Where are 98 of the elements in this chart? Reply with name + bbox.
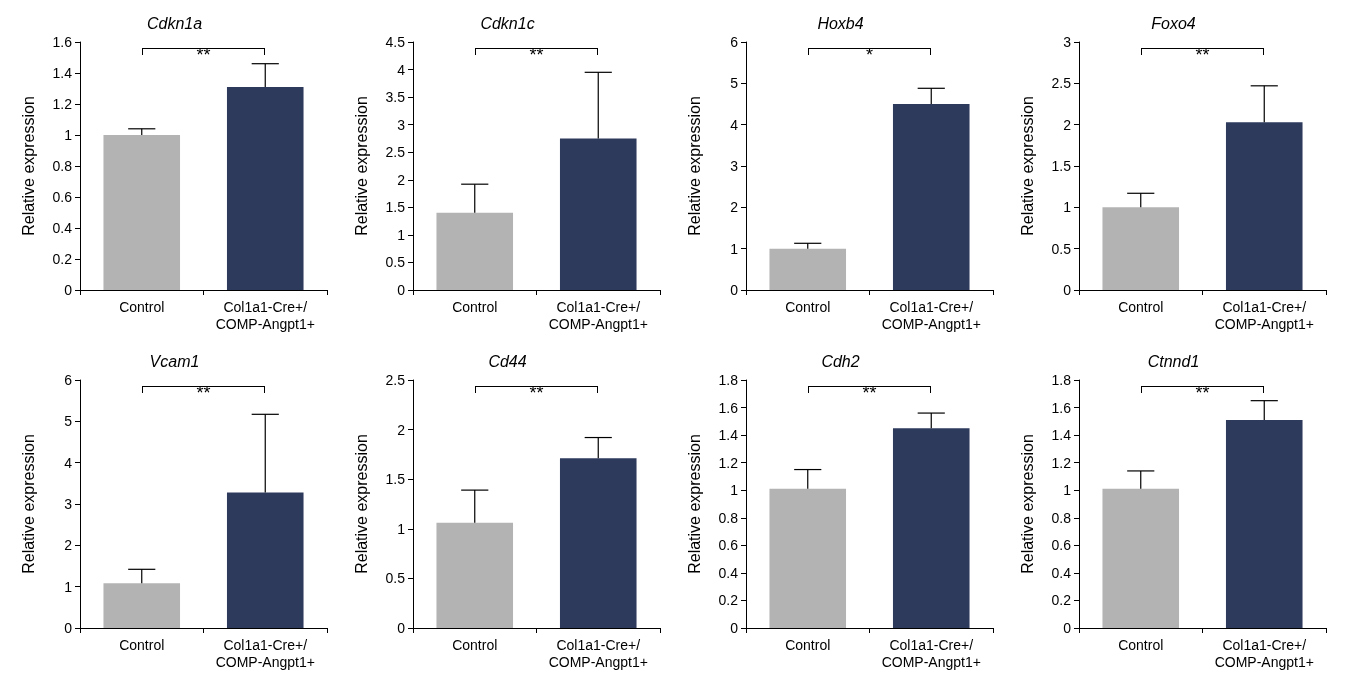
y-tick-label: 0 bbox=[1063, 620, 1072, 636]
y-tick-label: 2 bbox=[730, 199, 739, 216]
y-tick-label: 1 bbox=[1063, 199, 1072, 216]
y-tick-label: 0.5 bbox=[385, 254, 406, 271]
y-tick-label: 1.6 bbox=[1051, 399, 1072, 416]
y-axis-title: Relative expression bbox=[352, 434, 370, 574]
y-tick-label: 1.2 bbox=[52, 96, 73, 112]
y-tick-label: 0 bbox=[397, 282, 406, 298]
y-tick-label: 3 bbox=[1063, 34, 1072, 50]
y-tick-label: 3 bbox=[64, 496, 73, 512]
x-tick-label: Col1a1-Cre+/ COMP-Angpt1+ bbox=[548, 636, 648, 670]
y-tick-label: 2 bbox=[397, 421, 406, 438]
y-tick-label: 1.5 bbox=[385, 199, 406, 216]
x-tick-label: Col1a1-Cre+/ COMP-Angpt1+ bbox=[548, 298, 648, 332]
y-tick-label: 1 bbox=[64, 578, 73, 595]
x-tick-label: Control bbox=[785, 636, 831, 653]
y-tick-label: 1.4 bbox=[718, 427, 739, 444]
y-tick-label: 0 bbox=[397, 620, 406, 636]
chart-title: Cd44 bbox=[488, 352, 527, 370]
y-tick-label: 1.2 bbox=[1051, 454, 1072, 471]
y-tick-label: 1 bbox=[1063, 482, 1072, 499]
y-tick-label: 3.5 bbox=[385, 89, 406, 106]
y-tick-label: 0.8 bbox=[1051, 509, 1072, 526]
chart-title: Vcam1 bbox=[149, 352, 200, 370]
y-tick-label: 1.6 bbox=[52, 34, 73, 50]
y-tick-label: 3 bbox=[397, 116, 406, 133]
y-tick-label: 1.4 bbox=[1051, 427, 1072, 444]
y-tick-label: 1 bbox=[730, 482, 739, 499]
x-tick-label: Control bbox=[1118, 636, 1164, 653]
y-tick-label: 5 bbox=[64, 413, 73, 430]
x-tick-label: Control bbox=[452, 636, 498, 653]
y-tick-label: 0 bbox=[1063, 282, 1072, 298]
y-axis-title: Relative expression bbox=[19, 434, 37, 574]
x-tick-label: Control bbox=[452, 298, 498, 315]
y-tick-label: 4.5 bbox=[385, 34, 406, 50]
y-tick-label: 1.5 bbox=[385, 471, 406, 488]
chart-title: Cdh2 bbox=[821, 352, 860, 370]
chart-title: Hoxb4 bbox=[817, 14, 864, 32]
y-axis-title: Relative expression bbox=[685, 96, 703, 236]
y-tick-label: 2.5 bbox=[1051, 75, 1072, 92]
y-tick-label: 5 bbox=[730, 75, 739, 92]
y-tick-label: 0.4 bbox=[52, 220, 73, 236]
y-tick-label: 3 bbox=[730, 158, 739, 174]
y-tick-label: 6 bbox=[64, 372, 73, 388]
y-tick-label: 0.8 bbox=[718, 509, 739, 526]
y-tick-label: 0.2 bbox=[1051, 592, 1072, 609]
y-tick-label: 4 bbox=[397, 61, 406, 78]
y-tick-label: 2.5 bbox=[385, 372, 406, 388]
y-tick-label: 0.8 bbox=[52, 158, 73, 174]
y-tick-label: 1.8 bbox=[718, 372, 739, 388]
chart-title: Cdkn1c bbox=[480, 14, 535, 32]
y-tick-label: 0 bbox=[64, 282, 73, 298]
x-tick-label: Control bbox=[119, 636, 165, 653]
x-tick-label: Col1a1-Cre+/ COMP-Angpt1+ bbox=[215, 298, 315, 332]
y-tick-label: 1.8 bbox=[1051, 372, 1072, 388]
chart-title: Cdkn1a bbox=[146, 14, 203, 32]
y-tick-label: 0.4 bbox=[718, 564, 739, 581]
y-tick-label: 1.4 bbox=[52, 65, 73, 81]
y-tick-label: 0.6 bbox=[52, 189, 73, 205]
x-tick-label: Col1a1-Cre+/ COMP-Angpt1+ bbox=[1214, 636, 1314, 670]
x-tick-label: Col1a1-Cre+/ COMP-Angpt1+ bbox=[215, 636, 315, 670]
y-tick-label: 0.5 bbox=[1051, 240, 1072, 257]
x-tick-label: Control bbox=[1118, 298, 1164, 315]
y-tick-label: 4 bbox=[64, 454, 73, 471]
y-tick-label: 0 bbox=[64, 620, 73, 636]
y-tick-label: 0.2 bbox=[718, 592, 739, 609]
y-tick-label: 2.5 bbox=[385, 144, 406, 161]
y-tick-label: 1 bbox=[730, 240, 739, 257]
y-tick-label: 2 bbox=[1063, 116, 1072, 133]
y-tick-label: 0.4 bbox=[1051, 564, 1072, 581]
y-tick-label: 0.5 bbox=[385, 570, 406, 587]
chart-title: Ctnnd1 bbox=[1147, 352, 1200, 370]
y-tick-label: 1.5 bbox=[1051, 158, 1072, 174]
x-tick-label: Col1a1-Cre+/ COMP-Angpt1+ bbox=[1214, 298, 1314, 332]
y-axis-title: Relative expression bbox=[352, 96, 370, 236]
y-axis-title: Relative expression bbox=[685, 434, 703, 574]
y-tick-label: 0.6 bbox=[1051, 537, 1072, 554]
x-tick-label: Col1a1-Cre+/ COMP-Angpt1+ bbox=[881, 298, 981, 332]
y-axis-title: Relative expression bbox=[19, 96, 37, 236]
y-tick-label: 4 bbox=[730, 116, 739, 133]
y-tick-label: 0 bbox=[730, 282, 739, 298]
chart-title: Foxo4 bbox=[1151, 14, 1196, 32]
y-tick-label: 1.6 bbox=[718, 399, 739, 416]
y-tick-label: 6 bbox=[730, 34, 739, 50]
y-tick-label: 0.2 bbox=[52, 251, 73, 267]
y-tick-label: 2 bbox=[64, 537, 73, 554]
y-tick-label: 1 bbox=[397, 520, 406, 537]
y-tick-label: 1 bbox=[64, 127, 73, 143]
y-tick-label: 1.2 bbox=[718, 454, 739, 471]
x-tick-label: Control bbox=[119, 298, 165, 315]
x-tick-label: Control bbox=[785, 298, 831, 315]
y-tick-label: 0.6 bbox=[718, 537, 739, 554]
y-tick-label: 1 bbox=[397, 226, 406, 243]
y-axis-title: Relative expression bbox=[1018, 434, 1036, 574]
y-axis-title: Relative expression bbox=[1018, 96, 1036, 236]
x-tick-label: Col1a1-Cre+/ COMP-Angpt1+ bbox=[881, 636, 981, 670]
y-tick-label: 2 bbox=[397, 171, 406, 188]
y-tick-label: 0 bbox=[730, 620, 739, 636]
